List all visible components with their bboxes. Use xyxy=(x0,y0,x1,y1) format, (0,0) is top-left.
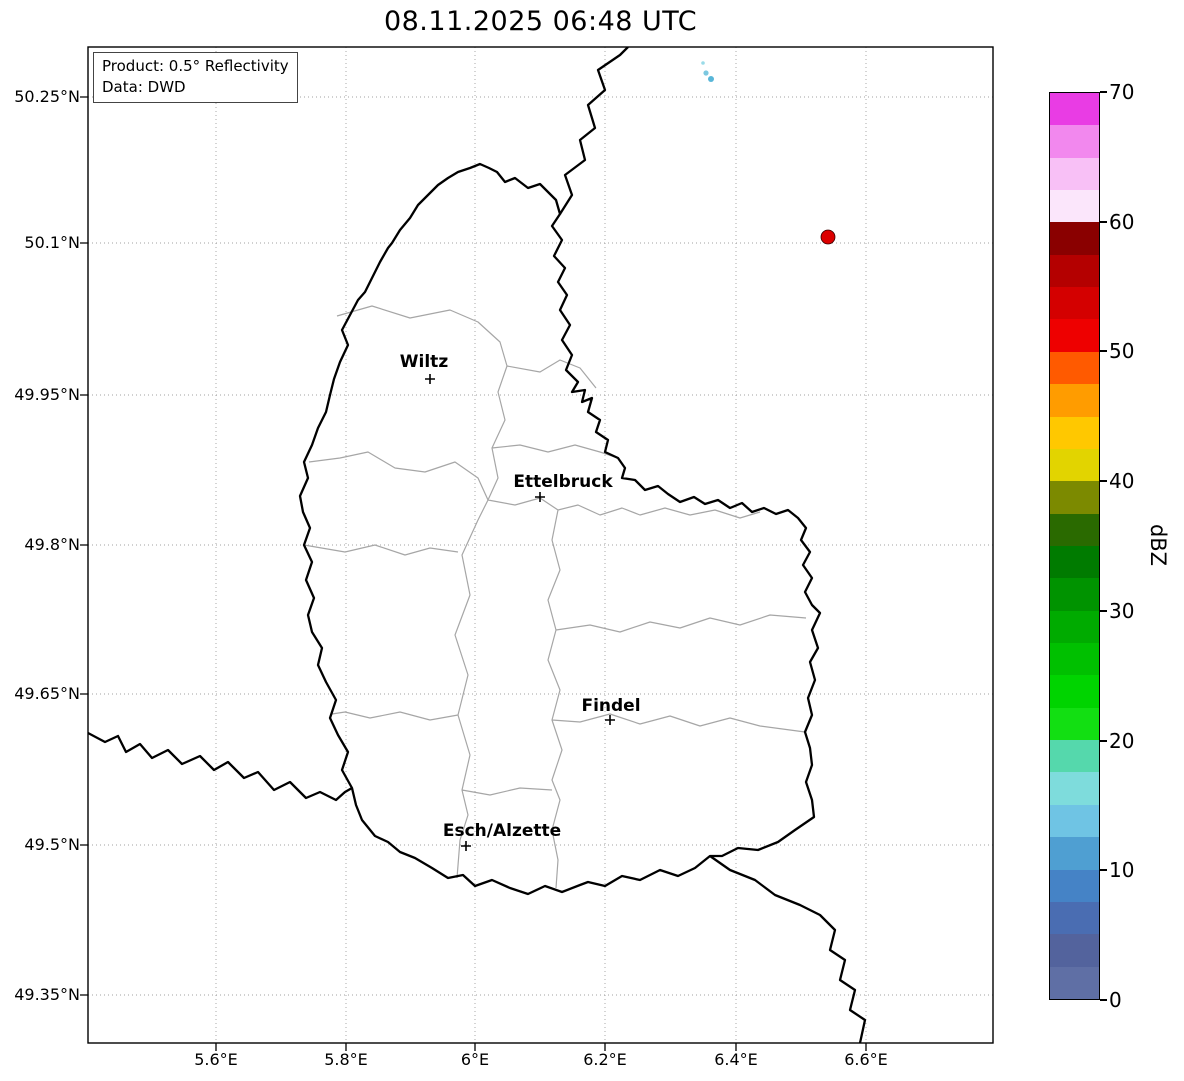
colorbar-tick-label: 10 xyxy=(1109,858,1135,882)
colorbar-tick-icon xyxy=(1100,999,1107,1001)
city-marker-icon xyxy=(425,374,435,384)
city-marker-icon xyxy=(461,841,471,851)
colorbar-segment xyxy=(1050,545,1099,579)
y-tick-label: 50.1°N xyxy=(24,233,80,252)
city-label: Findel xyxy=(581,696,640,716)
colorbar-tick-label: 20 xyxy=(1109,729,1135,753)
plot-frame xyxy=(87,46,994,1044)
y-tick-label: 49.8°N xyxy=(24,535,80,554)
colorbar-segment xyxy=(1050,934,1099,967)
colorbar-segment xyxy=(1050,966,1099,999)
x-tick-label: 6.2°E xyxy=(583,1050,627,1069)
radar-echo-strong-dot xyxy=(820,229,836,245)
country-border-belgium-france xyxy=(88,731,353,802)
y-tick-label: 49.95°N xyxy=(14,385,80,404)
colorbar-tick-label: 40 xyxy=(1109,469,1135,493)
city-marker-icon xyxy=(605,715,615,725)
colorbar-segment xyxy=(1050,319,1099,352)
colorbar-segment xyxy=(1050,513,1099,546)
colorbar-tick-icon xyxy=(1100,610,1107,612)
colorbar-segment xyxy=(1050,772,1099,805)
radar-echo-light-dot xyxy=(708,76,714,82)
colorbar-segment xyxy=(1050,157,1099,191)
colorbar-segment xyxy=(1050,901,1099,935)
x-tick-label: 5.8°E xyxy=(324,1050,368,1069)
city-marker-icon xyxy=(535,492,545,502)
y-tick-label: 49.35°N xyxy=(14,985,80,1004)
x-tick-label: 6.6°E xyxy=(844,1050,888,1069)
city-ettelbruck: Ettelbruck xyxy=(513,472,613,502)
x-tick-label: 6°E xyxy=(460,1050,490,1069)
product-line: Product: 0.5° Reflectivity xyxy=(102,57,289,75)
city-label: Esch/Alzette xyxy=(443,821,561,841)
radar-echo-light-dot xyxy=(701,61,705,65)
colorbar-segment xyxy=(1050,351,1099,385)
country-border-luxembourg xyxy=(298,162,822,896)
x-tick-label: 5.6°E xyxy=(194,1050,238,1069)
colorbar-tick-icon xyxy=(1100,350,1107,352)
page-title: 08.11.2025 06:48 UTC xyxy=(383,6,698,37)
colorbar-segment xyxy=(1050,578,1099,611)
colorbar-tick-label: 60 xyxy=(1109,210,1135,234)
colorbar-segment xyxy=(1050,610,1099,644)
colorbar-tick-icon xyxy=(1100,869,1107,871)
axis-tick-marks xyxy=(80,96,867,1051)
colorbar-segment xyxy=(1050,254,1099,288)
colorbar-segment xyxy=(1050,804,1099,838)
city-label: Wiltz xyxy=(400,352,449,372)
colorbar-segment xyxy=(1050,643,1099,676)
colorbar-tick-icon xyxy=(1100,480,1107,482)
y-tick-label: 50.25°N xyxy=(14,87,80,106)
data-source-line: Data: DWD xyxy=(102,78,186,96)
colorbar-unit-label: dBZ xyxy=(1146,523,1170,567)
x-tick-label: 6.4°E xyxy=(714,1050,758,1069)
colorbar-segment xyxy=(1050,384,1099,417)
product-info-box: Product: 0.5° Reflectivity Data: DWD xyxy=(93,52,298,103)
colorbar-tick-icon xyxy=(1100,221,1107,223)
country-border-belgium-germany xyxy=(559,47,629,215)
city-label: Ettelbruck xyxy=(513,472,613,492)
colorbar-segment xyxy=(1050,125,1099,158)
radar-echo-light-cluster xyxy=(701,61,714,82)
district-borders xyxy=(303,305,807,889)
colorbar-segment xyxy=(1050,92,1099,126)
colorbar-segment xyxy=(1050,481,1099,514)
colorbar-segment xyxy=(1050,707,1099,741)
colorbar-segment xyxy=(1050,675,1099,708)
city-findel: Findel xyxy=(581,696,641,725)
radar-echo-light-dot xyxy=(703,70,709,76)
y-tick-label: 49.65°N xyxy=(14,684,80,703)
colorbar-segment xyxy=(1050,190,1099,223)
country-border-france-germany xyxy=(709,855,867,1043)
city-esch-alzette: Esch/Alzette xyxy=(443,821,561,851)
y-tick-label: 49.5°N xyxy=(24,835,80,854)
colorbar-gradient xyxy=(1049,92,1100,1000)
colorbar-tick-label: 0 xyxy=(1109,988,1122,1012)
colorbar-segment xyxy=(1050,740,1099,773)
grid-lines xyxy=(88,47,993,1043)
colorbar-segment xyxy=(1050,222,1099,255)
colorbar-segment xyxy=(1050,416,1099,449)
colorbar-tick-label: 30 xyxy=(1109,599,1135,623)
colorbar-segment xyxy=(1050,287,1099,320)
colorbar-segment xyxy=(1050,837,1099,870)
colorbar-tick-label: 50 xyxy=(1109,339,1135,363)
colorbar-tick-icon xyxy=(1100,740,1107,742)
city-wiltz: Wiltz xyxy=(400,352,449,384)
colorbar-segment xyxy=(1050,869,1099,902)
colorbar-tick-label: 70 xyxy=(1109,80,1135,104)
colorbar-segment xyxy=(1050,448,1099,482)
colorbar-tick-icon xyxy=(1100,91,1107,93)
